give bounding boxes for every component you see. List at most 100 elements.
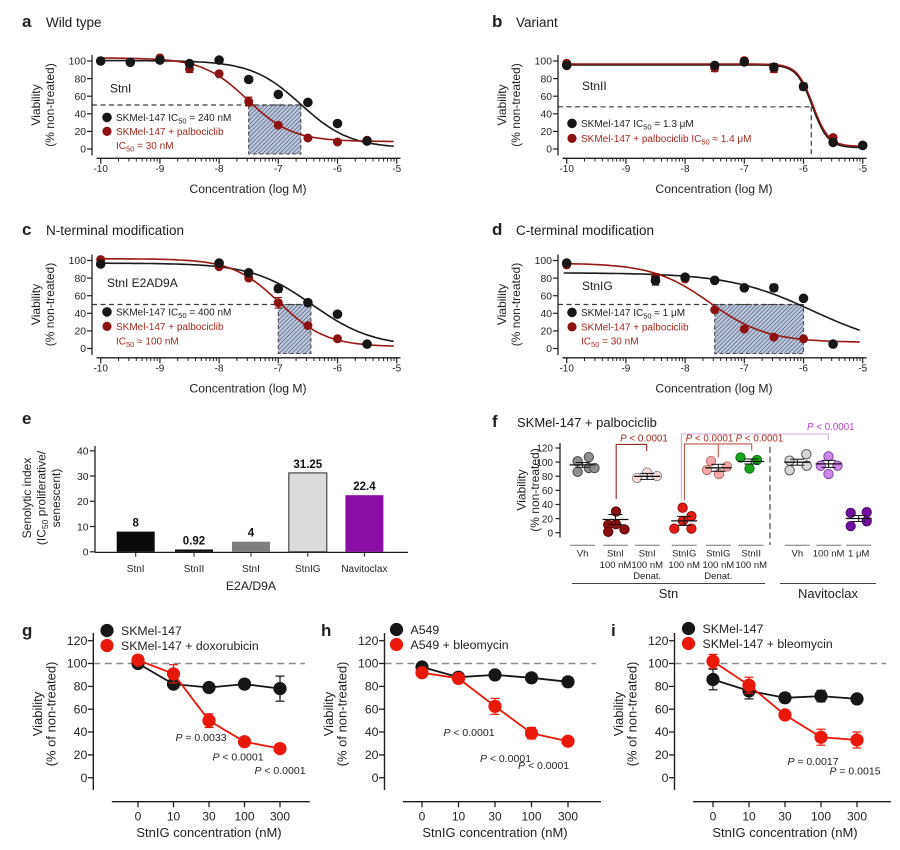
svg-text:IC50 = 30 nM: IC50 = 30 nM: [116, 141, 174, 154]
svg-text:(% non-treated): (% non-treated): [43, 63, 57, 146]
svg-text:Variant: Variant: [516, 15, 558, 30]
svg-text:Viability: Viability: [30, 691, 45, 736]
svg-text:Viability: Viability: [495, 84, 509, 125]
svg-text:0: 0: [419, 810, 426, 824]
svg-text:40: 40: [74, 110, 86, 121]
svg-text:(% of non-treated): (% of non-treated): [335, 662, 350, 767]
svg-text:P < 0.0001: P < 0.0001: [518, 760, 569, 772]
svg-text:22.4: 22.4: [353, 481, 376, 493]
svg-text:senescent): senescent): [49, 469, 63, 528]
svg-text:100: 100: [535, 256, 553, 267]
svg-text:40: 40: [74, 725, 88, 739]
svg-text:80: 80: [655, 680, 669, 694]
svg-text:A549 + bleomycin: A549 + bleomycin: [411, 638, 509, 652]
svg-text:-10: -10: [93, 164, 108, 175]
svg-text:StnII: StnII: [184, 564, 205, 575]
svg-text:StnIG: StnIG: [295, 564, 321, 575]
svg-text:SKMel-147 + palbociclib IC50 ≈: SKMel-147 + palbociclib IC50 ≈ 1.4 μM: [581, 134, 752, 147]
svg-text:80: 80: [74, 274, 86, 285]
svg-text:100: 100: [69, 57, 87, 68]
svg-text:Vh: Vh: [791, 549, 803, 560]
svg-text:40: 40: [74, 309, 86, 320]
svg-text:-9: -9: [155, 164, 164, 175]
svg-text:30: 30: [202, 810, 216, 824]
svg-text:IC50 = 30 nM: IC50 = 30 nM: [581, 337, 639, 350]
svg-text:P < 0.0001: P < 0.0001: [736, 433, 784, 444]
svg-text:StnI: StnI: [127, 564, 145, 575]
svg-text:0: 0: [80, 344, 86, 355]
svg-text:60: 60: [74, 702, 88, 716]
svg-text:0: 0: [80, 145, 86, 156]
svg-text:40: 40: [542, 500, 554, 511]
svg-text:-8: -8: [215, 164, 224, 175]
svg-text:20: 20: [77, 497, 89, 508]
svg-text:(% non-treated): (% non-treated): [509, 63, 523, 146]
svg-text:-10: -10: [93, 363, 108, 374]
svg-text:StnIG concentration (nM): StnIG concentration (nM): [712, 825, 857, 840]
svg-text:40: 40: [365, 725, 379, 739]
svg-text:(% non-treated): (% non-treated): [43, 263, 57, 346]
svg-text:P < 0.0001: P < 0.0001: [620, 433, 668, 444]
svg-text:100: 100: [358, 657, 379, 671]
svg-text:Concentration (log M): Concentration (log M): [655, 182, 772, 196]
svg-text:20: 20: [74, 748, 88, 762]
svg-text:SKMel-147 + palbociclib: SKMel-147 + palbociclib: [116, 322, 224, 333]
svg-text:Navitoclax: Navitoclax: [798, 586, 858, 601]
svg-text:b: b: [492, 12, 502, 31]
svg-text:P = 0.0015: P = 0.0015: [829, 766, 880, 778]
svg-text:Viability: Viability: [495, 284, 509, 325]
svg-text:100: 100: [67, 657, 88, 671]
svg-text:300: 300: [270, 810, 290, 824]
svg-text:80: 80: [542, 472, 554, 483]
svg-text:StnI E2AD9A: StnI E2AD9A: [107, 276, 178, 290]
svg-text:SKMel-147 + palbociclib: SKMel-147 + palbociclib: [581, 323, 689, 334]
svg-text:120: 120: [648, 634, 669, 648]
svg-text:0: 0: [662, 771, 669, 785]
svg-text:d: d: [492, 220, 502, 239]
svg-text:20: 20: [540, 127, 552, 138]
svg-text:(% non-treated): (% non-treated): [528, 448, 542, 531]
svg-text:300: 300: [847, 810, 867, 824]
svg-text:-8: -8: [681, 164, 690, 175]
svg-text:Viability: Viability: [611, 691, 626, 736]
svg-text:-9: -9: [155, 363, 164, 374]
svg-text:E2A/D9A: E2A/D9A: [226, 579, 277, 593]
svg-text:StnI: StnI: [242, 564, 260, 575]
svg-text:-5: -5: [392, 363, 401, 374]
svg-text:Viability: Viability: [29, 84, 43, 125]
svg-text:-6: -6: [799, 164, 808, 175]
svg-text:(% non-treated): (% non-treated): [509, 263, 523, 346]
svg-text:(% of non-treated): (% of non-treated): [43, 662, 58, 767]
svg-text:P < 0.0001: P < 0.0001: [443, 727, 494, 739]
svg-text:60: 60: [365, 702, 379, 716]
svg-text:0: 0: [80, 771, 87, 785]
svg-text:0: 0: [372, 771, 379, 785]
svg-text:P < 0.0001: P < 0.0001: [807, 422, 855, 433]
svg-text:Viability: Viability: [515, 469, 529, 510]
svg-text:100: 100: [535, 57, 553, 68]
svg-text:-5: -5: [858, 363, 867, 374]
svg-text:SKMel-147 IC50 = 240 nM: SKMel-147 IC50 = 240 nM: [116, 113, 231, 126]
svg-text:StnII: StnII: [741, 549, 761, 560]
svg-text:-10: -10: [559, 164, 574, 175]
svg-text:80: 80: [74, 680, 88, 694]
svg-text:N-terminal modification: N-terminal modification: [46, 223, 184, 238]
svg-text:A549: A549: [411, 623, 440, 637]
svg-text:-5: -5: [858, 164, 867, 175]
svg-text:SKMel-147 IC50 = 400 nM: SKMel-147 IC50 = 400 nM: [116, 308, 231, 321]
svg-text:100: 100: [648, 657, 669, 671]
svg-text:20: 20: [365, 748, 379, 762]
svg-text:40: 40: [655, 725, 669, 739]
svg-text:100 nM: 100 nM: [735, 560, 767, 571]
svg-text:-8: -8: [681, 363, 690, 374]
svg-text:60: 60: [540, 92, 552, 103]
svg-text:80: 80: [540, 274, 552, 285]
svg-text:100 nM: 100 nM: [813, 549, 845, 560]
svg-text:120: 120: [536, 444, 553, 455]
svg-text:30: 30: [778, 810, 792, 824]
svg-text:a: a: [22, 12, 32, 31]
svg-text:100: 100: [69, 256, 87, 267]
svg-text:Viability: Viability: [29, 284, 43, 325]
svg-text:20: 20: [74, 327, 86, 338]
svg-text:-8: -8: [215, 363, 224, 374]
